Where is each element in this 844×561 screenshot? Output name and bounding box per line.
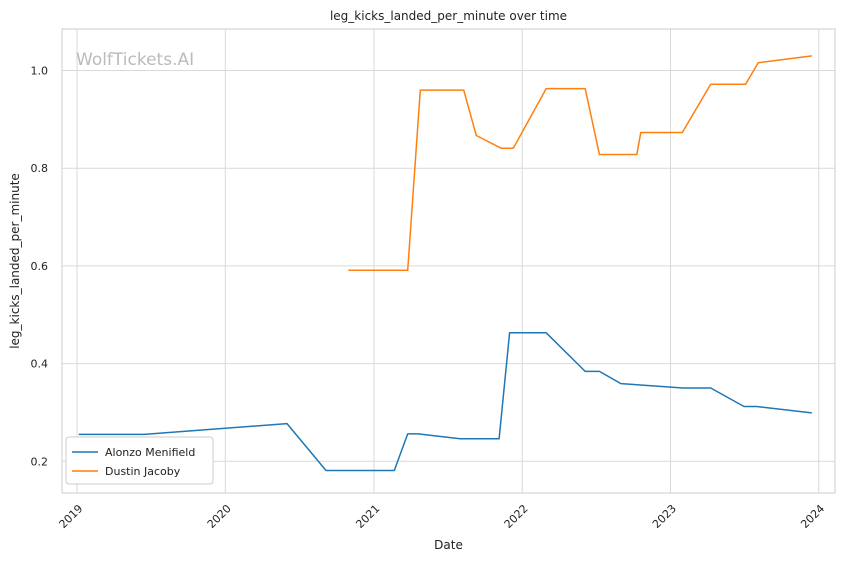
plot-area-frame [61,28,836,494]
y-tick-label: 0.6 [31,260,49,273]
grid-lines [62,29,835,493]
legend-label: Alonzo Menifield [105,446,195,459]
x-tick-label: 2021 [353,502,382,531]
x-tick-label: 2022 [502,502,531,531]
y-tick-label: 0.2 [31,455,49,468]
chart-title: leg_kicks_landed_per_minute over time [330,9,567,23]
x-axis-ticks: 2019 2020 2021 2022 2023 2024 [57,502,828,531]
y-axis-label: leg_kicks_landed_per_minute [8,173,22,349]
x-axis-label: Date [434,538,463,552]
y-tick-label: 0.8 [31,162,49,175]
legend-label: Dustin Jacoby [105,465,181,478]
series-lines [78,55,812,472]
x-tick-label: 2024 [798,502,827,531]
y-axis-ticks: 0.2 0.4 0.6 0.8 1.0 [31,65,49,469]
y-tick-label: 1.0 [31,65,49,78]
legend-box [65,436,214,485]
x-tick-label: 2020 [205,502,234,531]
series-line [78,332,812,472]
x-tick-label: 2023 [650,502,679,531]
series-line [348,55,812,272]
watermark-text: WolfTickets.AI [76,50,194,70]
y-tick-label: 0.4 [31,358,49,371]
legend: Alonzo Menifield Dustin Jacoby [65,436,214,485]
x-tick-label: 2019 [57,502,86,531]
